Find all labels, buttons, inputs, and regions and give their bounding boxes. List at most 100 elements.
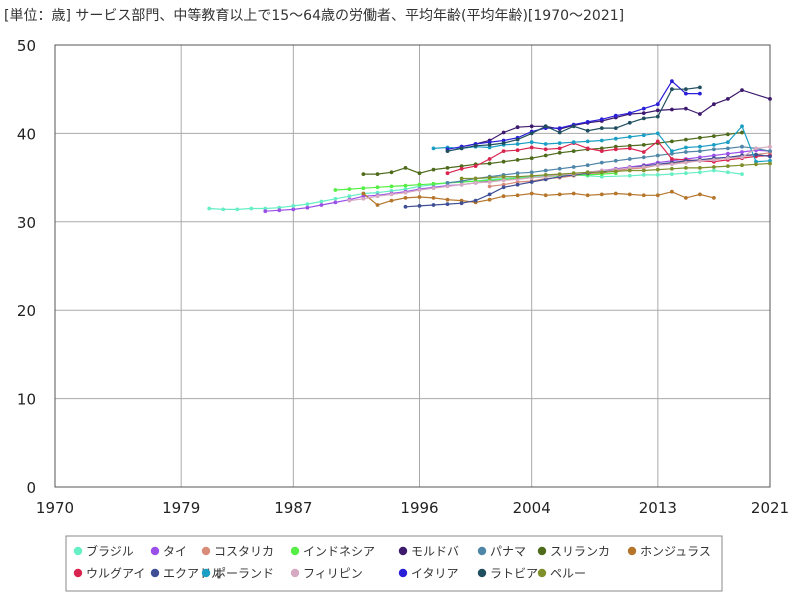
legend-item: インドネシア [290, 545, 375, 559]
data-point [515, 137, 520, 142]
data-point [641, 133, 646, 138]
data-point [599, 146, 604, 151]
y-tick-label: 0 [26, 479, 36, 497]
data-point [249, 206, 254, 211]
data-point [627, 120, 632, 125]
data-point [599, 192, 604, 197]
y-tick-label: 30 [17, 214, 36, 232]
data-point [515, 142, 520, 146]
data-point [655, 167, 660, 172]
data-point [627, 146, 632, 151]
data-point [627, 135, 632, 139]
data-point [431, 203, 436, 207]
y-tick-label: 20 [17, 302, 36, 320]
data-point [277, 205, 282, 210]
data-point [543, 147, 548, 152]
legend-label: ポーランド [214, 567, 274, 581]
data-point [740, 130, 744, 135]
data-point [585, 128, 590, 133]
data-point [501, 130, 506, 135]
data-point [459, 201, 464, 206]
data-point [557, 172, 562, 177]
data-point [445, 181, 450, 185]
data-point [473, 181, 478, 185]
data-point [726, 156, 730, 161]
data-point [655, 163, 660, 168]
data-point [627, 168, 632, 173]
data-point [599, 149, 604, 154]
series-14 [445, 85, 702, 154]
data-point [670, 172, 674, 177]
data-point [641, 165, 646, 169]
legend-marker [201, 568, 211, 578]
data-point [768, 158, 772, 163]
legend-item: イタリア [398, 567, 459, 581]
legend-item: タイ [150, 545, 187, 559]
data-point [684, 166, 688, 170]
data-point [501, 178, 506, 183]
data-point [655, 108, 660, 113]
data-point [740, 88, 744, 92]
x-tick-label: 1970 [36, 499, 74, 517]
data-point [529, 191, 534, 196]
data-point [585, 170, 590, 175]
series-lines [207, 79, 772, 214]
data-point [585, 193, 590, 198]
data-point [501, 149, 506, 154]
data-point [670, 162, 674, 167]
data-point [487, 184, 492, 189]
data-point [543, 177, 548, 182]
data-point [599, 138, 604, 143]
legend-marker [477, 546, 487, 556]
data-point [571, 124, 576, 129]
legend-label: スリランカ [550, 545, 610, 559]
data-point [389, 198, 394, 203]
data-point [613, 136, 618, 141]
data-point [473, 164, 478, 169]
data-point [487, 197, 492, 202]
data-point [670, 149, 674, 154]
data-point [319, 203, 324, 207]
series-9 [445, 139, 772, 176]
data-point [403, 204, 408, 209]
data-point [529, 170, 534, 175]
grid [55, 45, 770, 487]
data-point [726, 146, 730, 151]
legend-label: ウルグアイ [86, 567, 145, 581]
data-point [473, 143, 478, 148]
x-tick-label: 1979 [162, 499, 200, 517]
data-point [712, 168, 716, 173]
data-point [403, 187, 408, 192]
data-point [740, 124, 744, 129]
data-point [361, 172, 366, 177]
data-point [641, 193, 646, 198]
data-point [712, 102, 716, 107]
data-point [501, 194, 506, 199]
data-point [740, 144, 744, 149]
data-point [698, 135, 702, 140]
data-point [389, 192, 394, 197]
legend-box [65, 535, 723, 592]
data-point [698, 85, 702, 90]
data-point [403, 183, 408, 188]
data-point [557, 141, 562, 146]
data-point [291, 204, 296, 208]
data-point [655, 114, 660, 119]
legend-label: ペルー [550, 567, 586, 581]
data-point [361, 196, 366, 201]
data-point [221, 207, 226, 212]
data-point [655, 173, 660, 177]
data-point [698, 192, 702, 197]
data-point [445, 197, 450, 202]
data-point [515, 180, 520, 184]
legend-label: タイ [163, 545, 187, 559]
data-point [529, 124, 534, 129]
data-point [515, 148, 520, 153]
data-point [726, 140, 730, 145]
data-point [754, 159, 758, 164]
data-point [529, 145, 534, 150]
data-point [501, 182, 506, 187]
data-point [684, 91, 688, 96]
legend-item: ホンジュラス [627, 545, 711, 559]
data-point [698, 170, 702, 175]
